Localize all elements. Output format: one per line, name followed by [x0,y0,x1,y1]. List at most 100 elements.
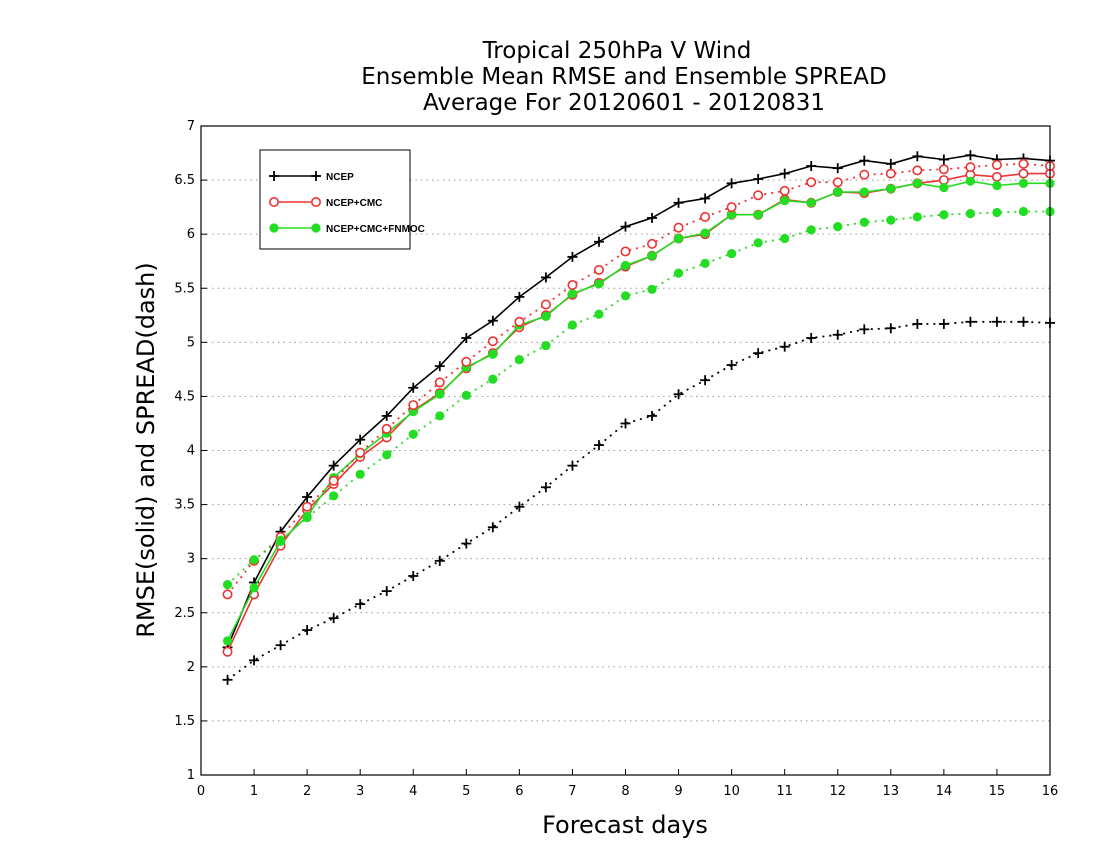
data-point [540,482,551,493]
data-point [302,512,312,523]
data-point [355,469,365,479]
data-point [938,164,949,175]
data-point [620,221,631,232]
x-tick-label: 1 [250,784,258,799]
axis-ticks: 11.522.533.544.555.566.570 1 2 3 4 5 6 7 8 9 10 11 1… [174,119,1058,799]
y-tick-label: 7 [187,119,195,134]
data-point [461,538,472,549]
data-point [355,447,366,458]
data-point [992,207,1002,218]
data-point [886,215,896,225]
legend-marker [310,197,321,208]
data-point [381,423,392,434]
data-point [991,159,1002,170]
x-tick-label: 9 [674,784,682,799]
data-point [700,228,710,238]
data-point [222,646,233,657]
legend-marker [269,223,279,233]
x-tick-label: 14 [936,784,953,799]
data-point [859,155,870,166]
data-point [461,390,471,400]
data-point [806,225,816,235]
data-point [1018,206,1029,217]
data-point [779,185,790,196]
data-point [673,233,684,244]
data-point [859,324,870,335]
data-point [779,168,790,179]
data-point [620,246,631,257]
data-point [779,341,790,352]
data-point [567,289,578,299]
data-point [487,315,498,326]
data-point [753,238,763,248]
data-point [328,613,339,624]
data-point [222,674,233,685]
data-point [514,291,525,302]
data-point [885,323,896,334]
data-point [727,249,737,259]
data-point [727,210,737,220]
x-tick-label: 5 [462,784,470,799]
y-tick-label: 6.5 [174,173,195,188]
data-point [700,375,711,386]
data-point [408,382,419,393]
data-point [434,555,445,566]
legend-label: NCEP [326,172,354,183]
data-point [965,150,976,161]
data-point [833,187,843,197]
x-tick-label: 7 [568,784,576,799]
data-point [647,212,658,223]
data-point [833,221,843,232]
x-tick-label: 13 [883,784,900,799]
data-point [938,154,949,165]
data-point [832,329,843,340]
data-point [434,361,445,372]
data-point [355,434,366,445]
data-point [780,233,790,244]
data-point [541,340,551,351]
data-point [1018,168,1029,179]
series-5 [222,206,1055,590]
x-tick-label: 3 [356,784,364,799]
data-point [647,251,657,261]
data-point [435,411,445,421]
chart-title-line-3: Average For 20120601 - 20120831 [423,90,825,116]
data-point [408,570,419,581]
x-tick-label: 0 [197,784,205,799]
data-point [753,348,764,359]
y-tick-label: 1 [187,768,195,783]
y-tick-label: 3 [187,552,195,567]
legend-label: NCEP+CMC [326,198,382,209]
x-tick-label: 4 [409,784,417,799]
series-line [226,320,1051,681]
y-tick-label: 5.5 [174,281,195,296]
x-tick-label: 11 [776,784,793,799]
x-tick-label: 10 [723,784,740,799]
data-point [381,586,392,597]
data-point [832,163,843,174]
data-point [355,599,366,610]
data-point [302,492,313,503]
series-line [226,154,1051,648]
data-point [939,183,949,193]
legend-marker [311,171,321,181]
legend: NCEP NCEP+CMC NCEP+CMC+FNMOC [259,149,425,250]
data-point [806,161,817,172]
data-point [647,284,657,294]
y-gridlines [201,125,1050,776]
data-point [965,316,976,327]
y-tick-label: 1.5 [174,714,195,729]
data-point [673,268,684,278]
data-point [938,318,949,329]
data-point [806,177,817,188]
data-point [726,178,737,189]
data-point [593,440,604,451]
data-point [302,625,313,636]
data-point [991,171,1002,182]
data-point [939,210,949,220]
legend-label: NCEP+CMC+FNMOC [326,224,425,235]
data-point [700,193,711,204]
x-axis-title: Forecast days [542,811,708,839]
data-point [514,316,525,327]
